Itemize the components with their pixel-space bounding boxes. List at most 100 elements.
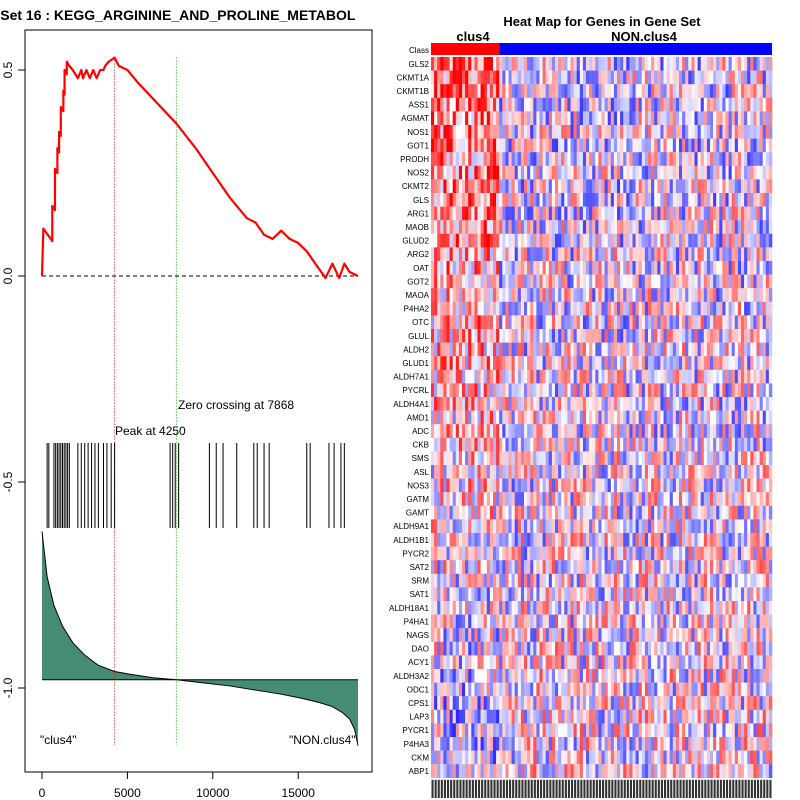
heatmap-cell: [660, 70, 664, 85]
heatmap-cell: [499, 383, 503, 398]
heatmap-cell: [663, 125, 667, 139]
heatmap-cell: [728, 179, 732, 194]
heatmap-cell: [468, 220, 472, 234]
heatmap-cell: [651, 57, 655, 71]
heatmap-cell: [617, 84, 621, 98]
heatmap-row-label: PRODH: [400, 155, 429, 164]
heatmap-cell: [573, 342, 577, 357]
heatmap-cell: [644, 628, 649, 642]
heatmap-cell: [632, 505, 636, 520]
heatmap-cell: [458, 301, 463, 316]
heatmap-cell: [511, 465, 515, 479]
heatmap-cell: [483, 492, 488, 506]
heatmap-cell: [750, 383, 754, 398]
heatmap-cell: [756, 410, 760, 425]
heatmap-cell: [762, 97, 767, 112]
heatmap-cell: [471, 383, 475, 398]
heatmap-cell: [440, 315, 444, 330]
heatmap-cell: [486, 369, 491, 384]
heatmap-cell: [635, 478, 639, 493]
heatmap-cell: [697, 587, 701, 602]
heatmap-cell: [579, 505, 584, 520]
heatmap-cell: [471, 57, 475, 71]
heatmap-cell: [728, 206, 732, 221]
heatmap-cell: [455, 369, 460, 384]
heatmap-cell: [520, 261, 525, 275]
heatmap-cell: [685, 641, 689, 656]
heatmap-cell: [685, 356, 689, 370]
heatmap-cell: [505, 505, 509, 520]
heatmap-cell: [561, 601, 565, 615]
heatmap-cell: [731, 505, 736, 520]
heatmap-cell: [762, 424, 767, 438]
heatmap-cell: [635, 533, 639, 547]
heatmap-cell: [480, 573, 484, 588]
heatmap-cell: [555, 342, 559, 357]
heatmap-cell: [716, 519, 720, 534]
heatmap-cell: [719, 84, 723, 98]
heatmap-cell: [601, 70, 605, 85]
heatmap-cell: [582, 519, 587, 534]
heatmap-cell: [434, 179, 438, 194]
heatmap-cell: [604, 179, 608, 194]
heatmap-cell: [697, 315, 701, 330]
heatmap-cell: [536, 424, 540, 438]
heatmap-cell: [576, 573, 581, 588]
heatmap-cell: [675, 206, 680, 221]
heatmap-cell: [480, 125, 484, 139]
heatmap-cell: [632, 587, 636, 602]
heatmap-cell: [756, 505, 760, 520]
heatmap-cell: [542, 301, 546, 316]
heatmap-cell: [716, 57, 720, 71]
heatmap-cell: [570, 220, 574, 234]
heatmap-cell: [722, 125, 726, 139]
heatmap-cell: [483, 111, 488, 126]
heatmap-cell: [455, 233, 460, 248]
heatmap-cell: [688, 614, 692, 629]
heatmap-cell: [620, 546, 624, 561]
heatmap-cell: [471, 505, 475, 520]
heatmap-cell: [660, 152, 664, 166]
heatmap-cell: [539, 437, 543, 452]
heatmap-cell: [434, 70, 438, 85]
heatmap-cell: [567, 369, 571, 384]
heatmap-cell: [527, 329, 531, 343]
heatmap-cell: [511, 424, 515, 438]
heatmap-cell: [486, 560, 491, 574]
heatmap-cell: [753, 247, 757, 262]
heatmap-cell: [604, 247, 608, 262]
heatmap-cell: [601, 57, 605, 71]
heatmap-cell: [437, 383, 441, 398]
heatmap-cell: [682, 193, 686, 207]
heatmap-cell: [446, 560, 450, 574]
heatmap-cell: [638, 329, 643, 343]
heatmap-cell: [576, 383, 581, 398]
heatmap-cell: [530, 451, 534, 466]
heatmap-row-label: ALDH18A1: [389, 604, 430, 613]
heatmap-cell: [431, 342, 435, 357]
heatmap-cell: [710, 560, 714, 574]
heatmap-cell: [517, 437, 522, 452]
heatmap-cell: [682, 546, 686, 561]
heatmap-cell: [741, 57, 745, 71]
heatmap-cell: [666, 57, 670, 71]
heatmap-cell: [567, 587, 571, 602]
heatmap-cell: [626, 138, 630, 153]
heatmap-cell: [462, 614, 466, 629]
heatmap-cell: [561, 437, 565, 452]
heatmap-cell: [672, 397, 677, 411]
heatmap-cell: [465, 97, 469, 112]
heatmap-cell: [703, 329, 708, 343]
heatmap-cell: [626, 179, 630, 194]
heatmap-cell: [716, 138, 720, 153]
heatmap-cell: [458, 57, 463, 71]
heatmap-cell: [573, 70, 577, 85]
heatmap-cell: [480, 451, 484, 466]
heatmap-cell: [747, 437, 751, 452]
heatmap-cell: [493, 383, 497, 398]
heatmap-cell: [765, 451, 770, 466]
heatmap-cell: [666, 560, 670, 574]
heatmap-cell: [682, 628, 686, 642]
heatmap-cell: [483, 546, 488, 561]
heatmap-cell: [620, 492, 624, 506]
